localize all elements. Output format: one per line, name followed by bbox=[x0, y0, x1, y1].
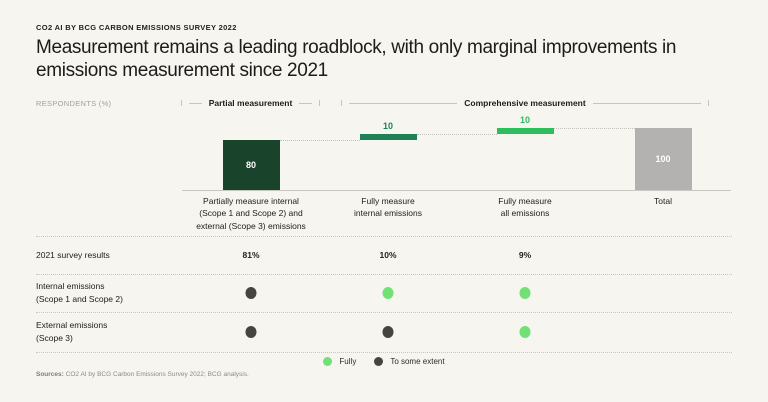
to-some-extent-dot bbox=[382, 326, 394, 338]
bar-value-label: 100 bbox=[655, 153, 671, 164]
row-label: 2021 survey results bbox=[36, 249, 110, 260]
sources-text: CO2 AI by BCG Carbon Emissions Survey 20… bbox=[65, 371, 249, 378]
waterfall-bar-3 bbox=[496, 128, 554, 135]
bracket-tick bbox=[181, 100, 182, 106]
to-some-extent-dot bbox=[245, 326, 257, 338]
legend-item-to-some-extent: To some extent bbox=[374, 357, 445, 366]
row-divider bbox=[36, 236, 732, 237]
waterfall-bar-4 bbox=[634, 128, 692, 190]
legend-label: To some extent bbox=[390, 357, 445, 366]
bar-value-label: 10 bbox=[519, 115, 530, 125]
dotted-connector bbox=[416, 134, 497, 136]
row-divider bbox=[36, 352, 732, 353]
bracket-line bbox=[592, 102, 702, 104]
waterfall-bar-1 bbox=[222, 140, 280, 190]
table-row-external-emissions: External emissions (Scope 3) bbox=[0, 312, 768, 352]
legend-label: Fully bbox=[339, 357, 357, 366]
bracket-label: Partial measurement bbox=[208, 98, 293, 108]
category-label-fully-all: Fully measure all emissions bbox=[498, 196, 552, 219]
fully-dot bbox=[519, 287, 531, 299]
legend: Fully To some extent bbox=[0, 357, 768, 366]
fully-dot-icon bbox=[323, 357, 333, 366]
table-row-2021-results: 2021 survey results 81% 10% 9% bbox=[0, 236, 768, 274]
waterfall-bar-2 bbox=[359, 134, 417, 141]
table-row-internal-emissions: Internal emissions (Scope 1 and Scope 2) bbox=[0, 274, 768, 312]
bracket-tick bbox=[319, 100, 320, 106]
sources-note: Sources: CO2 AI by BCG Carbon Emissions … bbox=[36, 371, 249, 378]
to-some-extent-dot-icon bbox=[374, 357, 384, 366]
dotted-connector bbox=[279, 140, 360, 142]
bracket-comprehensive-measurement: Comprehensive measurement bbox=[341, 97, 710, 109]
bar-value-label: 80 bbox=[245, 159, 256, 170]
fully-dot bbox=[382, 287, 394, 299]
category-label-partial: Partially measure internal (Scope 1 and … bbox=[196, 196, 306, 231]
row-label: Internal emissions (Scope 1 and Scope 2) bbox=[36, 281, 123, 304]
row-value-col3: 9% bbox=[518, 250, 532, 260]
row-value-col1: 81% bbox=[242, 250, 260, 260]
category-label-total: Total bbox=[654, 196, 672, 206]
row-value-col2: 10% bbox=[379, 250, 397, 260]
report-eyebrow: CO2 AI BY BCG CARBON EMISSIONS SURVEY 20… bbox=[36, 23, 237, 32]
row-divider bbox=[36, 312, 732, 313]
row-label: External emissions (Scope 3) bbox=[36, 320, 108, 343]
legend-item-fully: Fully bbox=[323, 357, 356, 366]
bracket-tick bbox=[341, 100, 342, 106]
sources-label: Sources: bbox=[36, 371, 64, 378]
row-divider bbox=[36, 274, 732, 275]
to-some-extent-dot bbox=[245, 287, 257, 299]
bracket-line bbox=[299, 102, 312, 104]
fully-dot bbox=[519, 326, 531, 338]
category-label-fully-internal: Fully measure internal emissions bbox=[353, 196, 423, 219]
bracket-line bbox=[189, 102, 202, 104]
axis-label-respondents: RESPONDENTS (%) bbox=[36, 99, 112, 108]
dotted-connector bbox=[553, 128, 635, 129]
bracket-partial-measurement: Partial measurement bbox=[181, 97, 320, 109]
bracket-label: Comprehensive measurement bbox=[464, 98, 586, 108]
bracket-line bbox=[349, 102, 458, 104]
bar-value-label: 10 bbox=[382, 121, 393, 132]
page-title: Measurement remains a leading roadblock,… bbox=[36, 37, 677, 82]
x-axis-baseline bbox=[182, 190, 731, 191]
bracket-tick bbox=[708, 100, 710, 106]
